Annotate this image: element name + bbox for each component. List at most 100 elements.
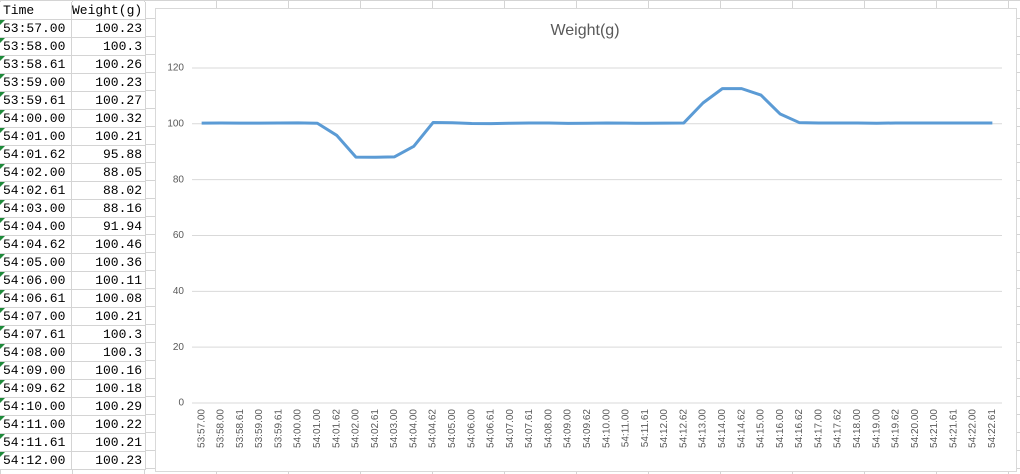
cell[interactable]: 100.46 bbox=[72, 236, 146, 253]
x-tick-label: 54:19.62 bbox=[891, 409, 902, 448]
cell[interactable]: 100.3 bbox=[72, 326, 146, 343]
cell[interactable]: 54:09.62 bbox=[0, 380, 72, 397]
x-tick-label: 54:14.62 bbox=[736, 409, 747, 448]
cell[interactable]: 54:07.61 bbox=[0, 326, 72, 343]
cell[interactable]: 100.22 bbox=[72, 416, 146, 433]
table-row: 53:57.00 100.23 bbox=[0, 20, 146, 38]
table-row: 54:06.00 100.11 bbox=[0, 272, 146, 290]
x-tick-label: 54:05.00 bbox=[447, 409, 458, 448]
y-tick-label: 100 bbox=[167, 118, 184, 129]
cell[interactable]: 53:58.61 bbox=[0, 56, 72, 73]
x-tick-label: 54:18.00 bbox=[852, 409, 863, 448]
cell[interactable]: 100.26 bbox=[72, 56, 146, 73]
x-tick-label: 54:16.00 bbox=[775, 409, 786, 448]
y-tick-label: 20 bbox=[173, 342, 185, 353]
cell[interactable]: 95.88 bbox=[72, 146, 146, 163]
cell[interactable]: 54:03.00 bbox=[0, 200, 72, 217]
x-tick-label: 54:02.00 bbox=[351, 409, 362, 448]
cell[interactable]: 54:04.00 bbox=[0, 218, 72, 235]
cell[interactable]: 100.36 bbox=[72, 254, 146, 271]
cell[interactable]: 53:58.00 bbox=[0, 38, 72, 55]
x-tick-label: 54:04.00 bbox=[408, 409, 419, 448]
cell[interactable]: 100.18 bbox=[72, 380, 146, 397]
cell[interactable]: 88.02 bbox=[72, 182, 146, 199]
x-tick-label: 54:07.00 bbox=[505, 409, 516, 448]
y-tick-label: 120 bbox=[167, 63, 184, 74]
table-row: 54:03.00 88.16 bbox=[0, 200, 146, 218]
x-tick-label: 54:11.61 bbox=[640, 409, 651, 448]
table-row: 53:58.00 100.3 bbox=[0, 38, 146, 56]
column-header[interactable]: Weight(g) bbox=[72, 2, 146, 19]
cell[interactable]: 54:11.61 bbox=[0, 434, 72, 451]
cell[interactable]: 54:05.00 bbox=[0, 254, 72, 271]
cell[interactable]: 100.3 bbox=[72, 38, 146, 55]
x-tick-label: 54:21.00 bbox=[929, 409, 940, 448]
x-tick-label: 54:02.61 bbox=[370, 409, 381, 448]
table-row: 54:09.00 100.16 bbox=[0, 362, 146, 380]
table-row: 54:07.00 100.21 bbox=[0, 308, 146, 326]
cell[interactable]: 100.11 bbox=[72, 272, 146, 289]
table-row: 54:04.00 91.94 bbox=[0, 218, 146, 236]
table-row: 54:01.00 100.21 bbox=[0, 128, 146, 146]
chart-title: Weight(g) bbox=[550, 22, 619, 39]
cell[interactable]: 88.05 bbox=[72, 164, 146, 181]
cell[interactable]: 54:08.00 bbox=[0, 344, 72, 361]
cell[interactable]: 54:07.00 bbox=[0, 308, 72, 325]
cell[interactable]: 54:00.00 bbox=[0, 110, 72, 127]
x-tick-label: 54:21.61 bbox=[948, 409, 959, 448]
cell[interactable]: 53:59.61 bbox=[0, 92, 72, 109]
x-tick-label: 54:01.62 bbox=[331, 409, 342, 448]
header-row: Time Weight(g) bbox=[0, 2, 146, 20]
x-tick-label: 53:58.00 bbox=[216, 409, 227, 448]
table-row: 54:02.61 88.02 bbox=[0, 182, 146, 200]
cell[interactable]: 54:01.00 bbox=[0, 128, 72, 145]
cell[interactable]: 100.32 bbox=[72, 110, 146, 127]
cell[interactable]: 54:11.00 bbox=[0, 416, 72, 433]
cell[interactable]: 53:57.00 bbox=[0, 20, 72, 37]
table-row: 54:04.62 100.46 bbox=[0, 236, 146, 254]
x-tick-label: 54:12.62 bbox=[678, 409, 689, 448]
x-tick-label: 53:59.61 bbox=[273, 409, 284, 448]
x-tick-label: 54:09.00 bbox=[563, 409, 574, 448]
x-tick-label: 54:11.00 bbox=[621, 409, 632, 448]
x-tick-label: 54:19.00 bbox=[871, 409, 882, 448]
table-row: 54:11.61 100.21 bbox=[0, 434, 146, 452]
x-tick-label: 54:15.00 bbox=[756, 409, 767, 448]
cell[interactable]: 100.21 bbox=[72, 128, 146, 145]
table-row: 53:59.61 100.27 bbox=[0, 92, 146, 110]
cell[interactable]: 88.16 bbox=[72, 200, 146, 217]
x-tick-label: 53:58.61 bbox=[235, 409, 246, 448]
cell[interactable]: 54:01.62 bbox=[0, 146, 72, 163]
x-tick-label: 54:04.62 bbox=[428, 409, 439, 448]
cell[interactable]: 54:12.00 bbox=[0, 452, 72, 469]
x-tick-label: 54:00.00 bbox=[293, 409, 304, 448]
cell[interactable]: 54:09.00 bbox=[0, 362, 72, 379]
cell[interactable]: 100.21 bbox=[72, 308, 146, 325]
cell[interactable]: 54:02.00 bbox=[0, 164, 72, 181]
cell[interactable]: 54:06.61 bbox=[0, 290, 72, 307]
cell[interactable]: 100.23 bbox=[72, 20, 146, 37]
cell[interactable]: 53:59.00 bbox=[0, 74, 72, 91]
table-row: 54:02.00 88.05 bbox=[0, 164, 146, 182]
cell[interactable]: 54:02.61 bbox=[0, 182, 72, 199]
column-header[interactable]: Time bbox=[0, 2, 72, 19]
x-tick-label: 54:06.00 bbox=[466, 409, 477, 448]
cell[interactable]: 100.08 bbox=[72, 290, 146, 307]
cell[interactable]: 100.27 bbox=[72, 92, 146, 109]
cell[interactable]: 54:06.00 bbox=[0, 272, 72, 289]
x-tick-label: 53:57.00 bbox=[196, 409, 207, 448]
cell[interactable]: 100.23 bbox=[72, 452, 146, 469]
cell[interactable]: 100.29 bbox=[72, 398, 146, 415]
cell[interactable]: 91.94 bbox=[72, 218, 146, 235]
cell[interactable]: 100.21 bbox=[72, 434, 146, 451]
cell[interactable]: 100.3 bbox=[72, 344, 146, 361]
x-tick-label: 54:09.62 bbox=[582, 409, 593, 448]
y-tick-label: 80 bbox=[173, 174, 185, 185]
cell[interactable]: 100.16 bbox=[72, 362, 146, 379]
table-row: 54:01.62 95.88 bbox=[0, 146, 146, 164]
cell[interactable]: 54:04.62 bbox=[0, 236, 72, 253]
table-row: 54:10.00 100.29 bbox=[0, 398, 146, 416]
cell[interactable]: 100.23 bbox=[72, 74, 146, 91]
cell[interactable]: 54:10.00 bbox=[0, 398, 72, 415]
y-tick-label: 40 bbox=[173, 286, 185, 297]
